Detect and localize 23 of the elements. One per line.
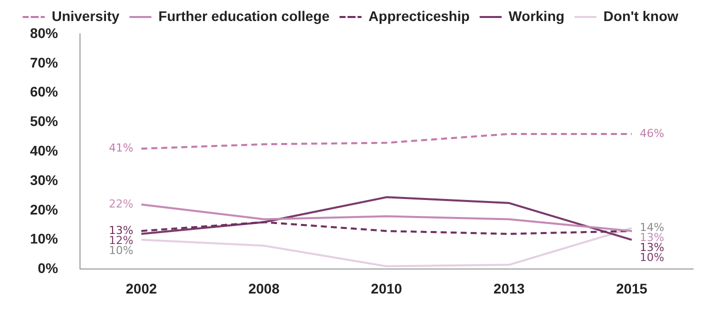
x-tick-label: 2008 [248, 280, 280, 296]
x-tick-label: 2015 [616, 280, 648, 296]
data-label: 46% [640, 126, 664, 140]
legend-label: Don't know [603, 8, 678, 24]
y-tick-label: 0% [38, 260, 59, 276]
y-tick-label: 20% [30, 201, 59, 218]
y-tick-label: 50% [30, 113, 59, 130]
y-tick-label: 40% [30, 142, 59, 158]
legend-label: Apprecticeship [368, 8, 470, 24]
x-tick-label: 2010 [370, 280, 402, 296]
legend-label: Working [508, 8, 564, 24]
data-label: 22% [108, 197, 134, 210]
line-series [140, 132, 633, 150]
y-tick-label: 60% [30, 84, 59, 100]
y-tick-label: 10% [30, 230, 59, 247]
x-tick-label: 2013 [494, 280, 525, 296]
legend-label: Further education college [158, 8, 330, 24]
x-tick-label: 2002 [126, 280, 158, 296]
data-label: 41% [108, 142, 134, 155]
y-tick-label: 80% [30, 24, 59, 41]
legend-label: University [52, 8, 120, 24]
y-tick-label: 30% [30, 172, 59, 188]
y-tick-label: 70% [30, 54, 59, 70]
